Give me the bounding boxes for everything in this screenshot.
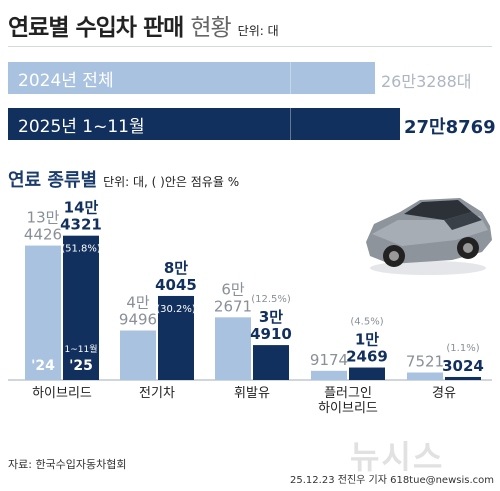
category-label: 휘발유 bbox=[234, 386, 270, 401]
bar-2024-0 bbox=[25, 245, 61, 380]
category-label: 하이브리드 bbox=[318, 401, 378, 416]
value-label: 4426 bbox=[24, 226, 62, 244]
category-label: 경유 bbox=[432, 386, 456, 401]
bar-2025-1 bbox=[158, 295, 194, 380]
bar-2025-0 bbox=[63, 235, 99, 380]
total-value-2024: 26만3288대 bbox=[381, 72, 472, 91]
value-label: 3024 bbox=[442, 357, 484, 375]
value-label: 9174 bbox=[310, 351, 348, 369]
value-label: 3만 bbox=[259, 308, 283, 326]
subtitle-unit: 단위: 대, ( )안은 점유율 % bbox=[103, 175, 240, 189]
bar-2025-4 bbox=[445, 376, 481, 380]
value-label: 8만 bbox=[164, 259, 188, 277]
watermark-text: 뉴시스 bbox=[350, 438, 445, 476]
share-label: (30.2%) bbox=[156, 304, 196, 315]
legend-period: 1~11월 bbox=[65, 343, 98, 355]
value-label: 2469 bbox=[346, 348, 388, 366]
value-label: 7521 bbox=[406, 352, 444, 370]
title-light: 현황 bbox=[190, 15, 231, 41]
value-label: 6만 bbox=[221, 280, 245, 298]
value-label: 9496 bbox=[119, 311, 157, 329]
legend-2024: '24 bbox=[31, 358, 55, 374]
total-bar-2025: 2025년 1~11월 bbox=[8, 108, 400, 140]
value-label: 4910 bbox=[250, 325, 292, 343]
chart-title: 연료별 수입차 판매 현황 단위: 대 bbox=[8, 8, 279, 42]
total-label-2025: 2025년 1~11월 bbox=[18, 116, 145, 137]
share-label: (12.5%) bbox=[251, 294, 291, 305]
share-label: (51.8%) bbox=[61, 244, 101, 255]
total-label-2024: 2024년 전체 bbox=[18, 70, 114, 91]
bar-2024-4 bbox=[407, 372, 443, 380]
category-label: 전기차 bbox=[139, 386, 175, 401]
subtitle: 연료 종류별 단위: 대, ( )안은 점유율 % bbox=[8, 166, 239, 192]
share-label: (1.1%) bbox=[446, 343, 479, 354]
legend-2025: '25 bbox=[69, 358, 93, 374]
car-icon bbox=[366, 198, 492, 275]
category-label: 플러그인 bbox=[324, 386, 372, 401]
bar-2024-1 bbox=[120, 330, 156, 380]
value-label: 4045 bbox=[155, 276, 197, 294]
bar-2025-2 bbox=[253, 345, 289, 380]
value-label: 2671 bbox=[214, 297, 252, 315]
total-bar-2024: 2024년 전체 bbox=[8, 62, 375, 94]
value-label: 13만 bbox=[27, 209, 60, 227]
value-label: 1만 bbox=[355, 331, 379, 349]
title-unit: 단위: 대 bbox=[237, 24, 279, 38]
bar-2025-3 bbox=[349, 367, 385, 380]
value-label: 14만 bbox=[64, 199, 99, 217]
bar-2024-2 bbox=[215, 317, 251, 380]
share-label: (4.5%) bbox=[350, 317, 383, 328]
title-main: 연료별 수입차 판매 bbox=[8, 15, 184, 41]
source-note: 자료: 한국수입자동차협회 bbox=[8, 458, 127, 471]
category-label: 하이브리드 bbox=[32, 386, 92, 401]
value-label: 4만 bbox=[126, 294, 150, 312]
total-value-2025: 27만8769 bbox=[404, 117, 496, 138]
total-gridline bbox=[290, 62, 291, 140]
divider-top bbox=[8, 46, 492, 47]
value-label: 4321 bbox=[60, 216, 102, 234]
subtitle-text: 연료 종류별 bbox=[8, 170, 98, 191]
credit-line: 25.12.23 전진우 기자 618tue@newsis.com bbox=[290, 475, 494, 486]
bar-2024-3 bbox=[311, 370, 347, 380]
